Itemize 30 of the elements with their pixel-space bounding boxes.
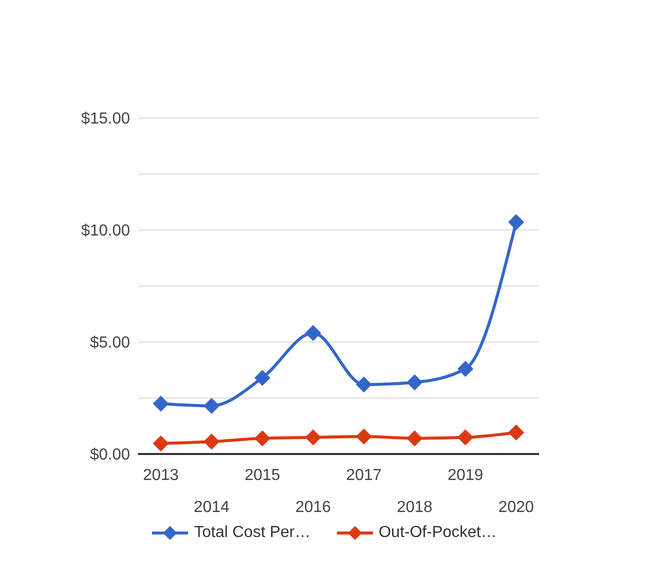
point: [406, 374, 423, 390]
point: [254, 430, 270, 446]
point: [152, 396, 169, 412]
point: [204, 398, 220, 414]
x-tick-label: 2014: [194, 499, 230, 516]
legend-label: Out-Of-Pocket…: [378, 524, 497, 542]
legend-label: Total Cost Per…: [194, 524, 311, 542]
x-tick-label: 2017: [346, 467, 382, 484]
x-tick-label: 2018: [396, 499, 433, 516]
point: [508, 424, 524, 440]
y-tick-label: $0.00: [90, 446, 130, 464]
point: [508, 214, 524, 230]
point: [305, 325, 322, 342]
point: [457, 429, 474, 446]
x-tick-label: 2016: [295, 499, 332, 516]
y-tick-label: $15.00: [81, 110, 130, 128]
point: [457, 360, 474, 377]
x-tick-label: 2013: [143, 467, 179, 484]
y-tick-label: $5.00: [90, 334, 130, 352]
point: [406, 430, 423, 446]
y-tick-label: $10.00: [81, 222, 130, 240]
point: [356, 428, 372, 445]
point: [204, 434, 220, 450]
point: [356, 376, 372, 393]
point: [305, 429, 322, 446]
x-tick-label: 2019: [448, 467, 484, 484]
x-tick-label: 2015: [244, 467, 280, 484]
point: [152, 435, 169, 452]
point: [254, 370, 270, 386]
x-tick-label: 2020: [498, 499, 534, 516]
